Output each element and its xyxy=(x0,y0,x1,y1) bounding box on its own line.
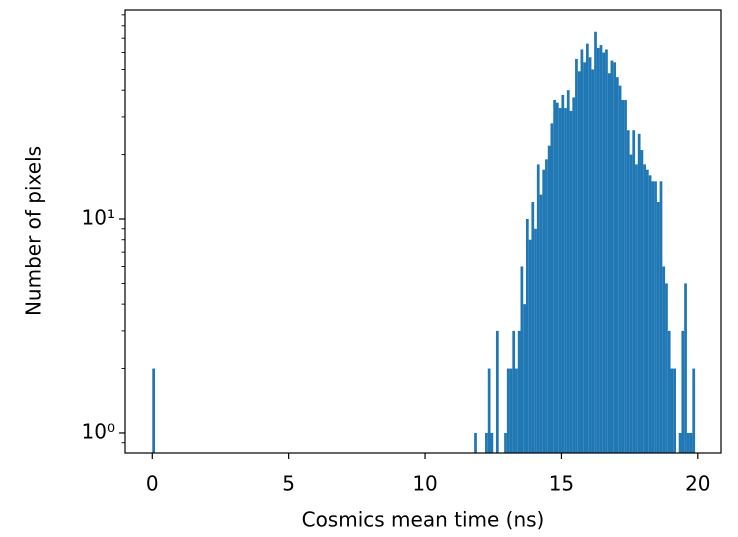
y-tick-label: 10⁰ xyxy=(82,419,115,443)
bar xyxy=(618,85,622,453)
bar xyxy=(490,432,494,453)
bar xyxy=(588,57,592,454)
bar xyxy=(575,58,578,453)
bar xyxy=(534,228,537,453)
bar xyxy=(558,108,562,453)
bar xyxy=(596,47,600,454)
bar xyxy=(495,330,499,453)
bar xyxy=(506,368,510,453)
x-tick-label: 10 xyxy=(412,472,437,496)
bar xyxy=(550,123,554,453)
bar xyxy=(566,90,570,454)
bar xyxy=(667,330,671,453)
bar xyxy=(577,71,581,454)
bar xyxy=(555,102,559,454)
bar xyxy=(525,218,529,453)
bar xyxy=(678,432,682,453)
bar xyxy=(545,159,548,453)
bar xyxy=(528,239,532,453)
bar xyxy=(572,97,576,453)
bar xyxy=(520,266,524,453)
x-tick-label: 20 xyxy=(685,472,710,496)
bar xyxy=(673,368,676,453)
bar xyxy=(615,77,619,453)
bar xyxy=(659,181,663,453)
bar xyxy=(509,368,513,453)
bar xyxy=(542,169,546,453)
bar xyxy=(637,133,641,453)
bar xyxy=(681,330,685,453)
bar xyxy=(684,283,687,453)
y-tick-label: 10¹ xyxy=(82,205,115,229)
bar xyxy=(536,164,540,453)
bar xyxy=(662,266,666,453)
bar xyxy=(613,62,616,453)
bar xyxy=(591,69,595,453)
bar xyxy=(523,304,526,453)
x-tick-label: 0 xyxy=(146,472,159,496)
bar xyxy=(605,49,608,454)
bar xyxy=(654,181,657,453)
bar xyxy=(539,194,543,453)
bar xyxy=(626,130,630,453)
bar xyxy=(152,368,156,453)
bar xyxy=(485,432,488,453)
bar xyxy=(643,164,646,453)
bar xyxy=(474,432,477,453)
bar xyxy=(651,181,655,453)
bar xyxy=(487,368,491,453)
bar xyxy=(629,154,633,454)
x-axis-label: Cosmics mean time (ns) xyxy=(302,508,545,532)
bar xyxy=(531,202,535,453)
bar xyxy=(517,330,521,453)
bar xyxy=(665,283,668,453)
bar xyxy=(632,130,636,453)
bar xyxy=(624,99,627,453)
bar xyxy=(640,150,644,454)
bar xyxy=(689,432,693,453)
bar xyxy=(607,73,611,454)
bar xyxy=(635,164,638,453)
y-axis-label: Number of pixels xyxy=(22,146,46,316)
axes-frame xyxy=(124,9,722,454)
bar xyxy=(515,368,518,453)
bar xyxy=(585,43,589,453)
bar xyxy=(547,145,551,453)
x-tick-label: 5 xyxy=(282,472,295,496)
bar xyxy=(564,108,567,453)
bar xyxy=(648,175,652,454)
bar xyxy=(602,52,606,453)
bar xyxy=(621,99,625,453)
bar xyxy=(594,31,597,454)
bar xyxy=(599,45,603,454)
bar xyxy=(504,432,507,453)
bar xyxy=(692,368,696,453)
bar xyxy=(561,94,565,454)
bar xyxy=(610,60,614,453)
x-tick-label: 15 xyxy=(549,472,574,496)
bar xyxy=(670,368,674,453)
bar xyxy=(512,330,516,453)
bar xyxy=(583,62,586,453)
bar xyxy=(656,202,660,453)
bar xyxy=(553,99,556,453)
bar xyxy=(645,169,649,453)
bar xyxy=(580,49,584,454)
bar xyxy=(686,432,690,453)
bar xyxy=(569,110,573,453)
